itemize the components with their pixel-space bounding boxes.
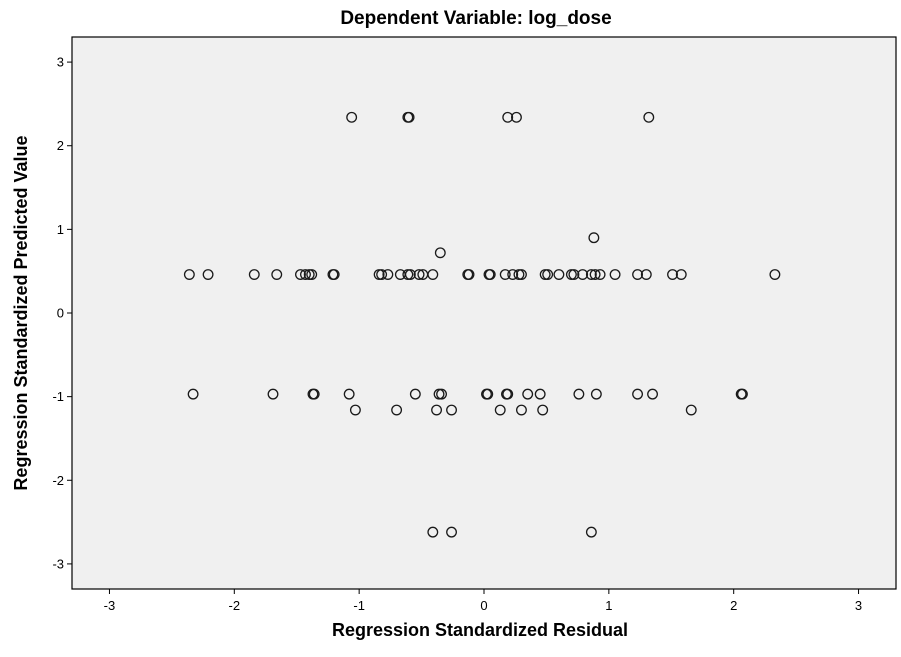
data-point [343,388,355,400]
data-point [183,269,195,280]
data-point [300,269,311,280]
data-point [643,111,655,123]
data-point [308,388,320,400]
data-point [568,269,580,280]
data-point [632,388,644,400]
y-axis-label: Regression Standardized Predicted Value [11,135,31,490]
data-point [542,269,554,280]
data-point [577,269,589,280]
data-point [446,526,457,538]
y-tick-label: -2 [52,473,64,488]
data-point [436,388,448,400]
x-axis: -3 -2 -1 0 1 2 3 [104,589,862,613]
data-point [573,388,585,400]
y-tick-label: 0 [57,306,64,321]
data-point [382,269,394,280]
data-point [736,388,748,400]
data-point [409,388,421,400]
data-point [482,388,494,400]
data-point [594,269,606,280]
data-point [553,269,565,280]
data-point [202,269,214,280]
data-point [585,269,597,280]
data-point [675,269,687,280]
y-tick-label: -1 [52,389,64,404]
data-point [511,111,522,123]
data-point [427,269,439,280]
data-point [431,404,443,416]
x-tick-label: -2 [229,598,241,613]
data-point [306,269,318,280]
data-point [494,404,506,416]
data-point [427,526,439,538]
data-point [446,404,457,416]
data-point [502,388,514,400]
y-tick-label: 3 [57,55,64,70]
data-point [685,404,697,416]
data-point [267,388,279,400]
data-point [589,269,601,280]
data-point [534,388,546,400]
data-point [248,269,260,280]
data-point [588,232,600,244]
data-point [346,111,358,123]
data-point [769,269,781,280]
data-point [187,388,199,400]
chart-title: Dependent Variable: log_dose [340,8,611,29]
data-point [590,388,602,400]
data-point [434,247,446,259]
x-tick-label: -3 [104,598,116,613]
data-point [328,269,340,280]
x-tick-label: 1 [605,598,612,613]
data-point [640,269,652,280]
data-point [484,269,496,280]
data-point [667,269,678,280]
data-points [183,111,781,538]
data-point [632,269,644,280]
data-point [507,269,519,280]
data-point [295,269,306,280]
x-tick-label: 3 [855,598,862,613]
x-tick-label: -1 [353,598,365,613]
data-point [609,269,621,280]
data-point [413,269,425,280]
data-point [391,404,403,416]
plot-area [71,36,897,590]
data-point [585,526,597,538]
data-point [516,269,527,280]
y-tick-label: -3 [52,556,64,571]
data-point [537,404,549,416]
x-tick-label: 2 [730,598,737,613]
data-point [463,269,475,280]
y-tick-label: 2 [57,138,64,153]
data-point [404,269,416,280]
data-point [349,404,361,416]
data-point [502,111,514,123]
data-point [499,269,511,280]
data-point [376,269,388,280]
data-point [647,388,658,400]
y-tick-label: 1 [57,222,64,237]
data-point [522,388,534,400]
x-tick-label: 0 [480,598,487,613]
y-axis: -3 -2 -1 0 1 2 3 [52,55,72,571]
data-point [403,111,415,123]
data-point [516,404,527,416]
x-axis-label: Regression Standardized Residual [332,620,628,640]
data-point [271,269,283,280]
